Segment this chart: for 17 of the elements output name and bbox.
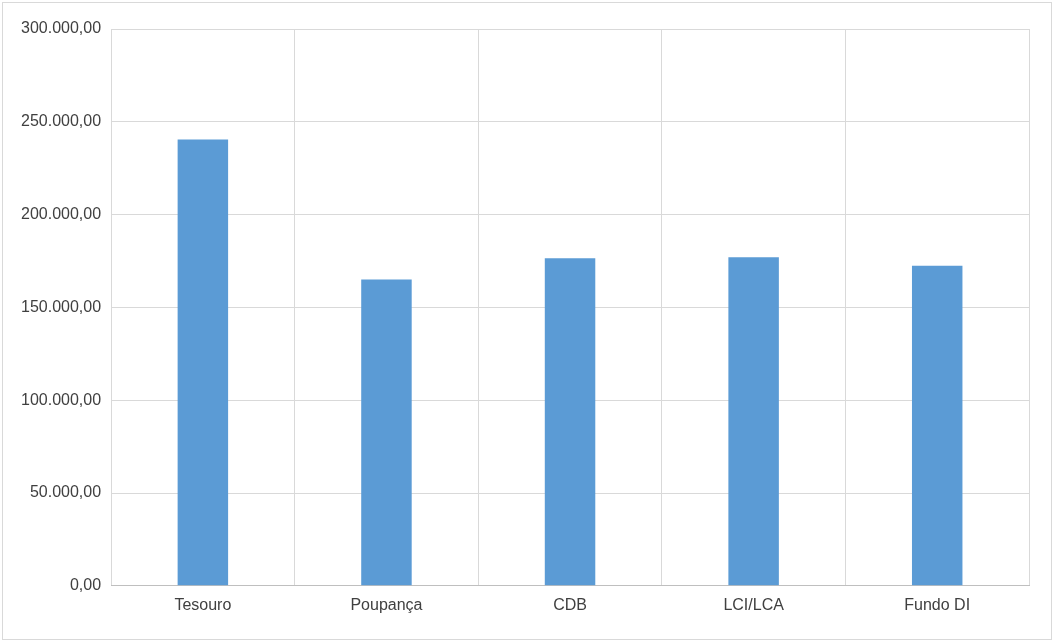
x-tick-label: CDB [553, 595, 587, 613]
bar [911, 265, 963, 586]
y-tick-label: 250.000,00 [21, 112, 102, 130]
bar [361, 279, 412, 586]
bar [728, 257, 779, 586]
y-tick-label: 50.000,00 [29, 483, 102, 501]
y-tick-label: 150.000,00 [21, 297, 102, 315]
bar [544, 258, 596, 586]
y-tick-label: 0,00 [69, 576, 102, 594]
y-tick-label: 200.000,00 [21, 205, 102, 223]
x-tick-label: Poupança [350, 595, 423, 613]
x-tick-label: Fundo DI [904, 595, 971, 613]
x-tick-label: Tesouro [174, 595, 232, 613]
y-tick-label: 300.000,00 [21, 19, 102, 37]
bar [177, 139, 229, 586]
y-tick-label: 100.000,00 [21, 390, 102, 408]
x-tick-label: LCI/LCA [723, 595, 785, 613]
